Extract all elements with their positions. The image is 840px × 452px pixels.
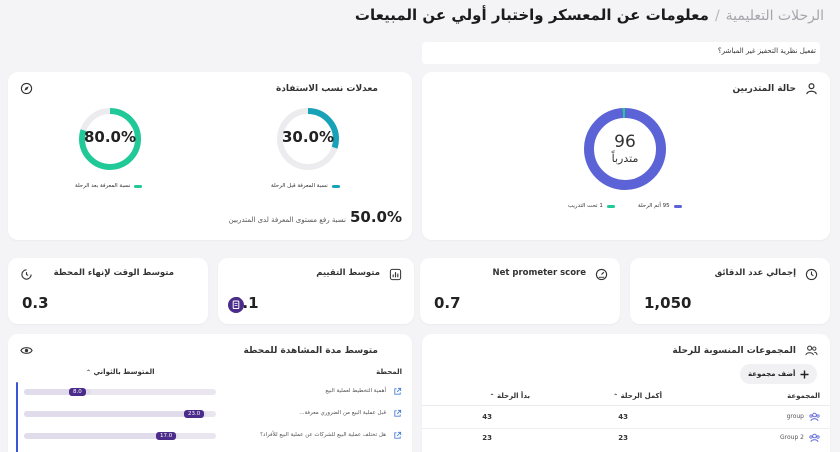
watch-bar-fill xyxy=(24,411,206,417)
trainees-count-label: متدرباً xyxy=(611,152,639,165)
col-average-label: المتوسط بالثواني xyxy=(93,368,155,376)
group-name: Group 2 xyxy=(780,434,804,441)
total-minutes-value: 1,050 xyxy=(644,294,692,312)
legend-before-label: نسبة المعرفة قبل الرحلة xyxy=(271,183,328,189)
external-link-icon[interactable] xyxy=(393,409,402,418)
knowledge-after-ring xyxy=(79,108,141,170)
improvement-value: 50.0% xyxy=(349,208,402,226)
eye-icon xyxy=(20,347,33,354)
improvement-label: نسبة رفع مستوى المعرفة لدى المتدربين xyxy=(228,216,346,224)
table-row[interactable]: group 43 43 xyxy=(422,409,830,427)
add-group-label: أضف مجموعة xyxy=(748,370,796,378)
row-divider xyxy=(422,428,830,429)
total-minutes-card: إجمالي عدد الدقائق 1,050 xyxy=(630,258,830,324)
watch-value-badge: 23.0 xyxy=(184,410,205,418)
station-name: قبل عملية البيع من الضروري معرفة... xyxy=(299,410,386,416)
group-started: 23 xyxy=(482,434,492,442)
group-started: 43 xyxy=(482,413,492,421)
knowledge-after-arc xyxy=(79,108,141,170)
trainees-count: 96 xyxy=(614,132,636,152)
benefit-card-title: معدلات نسب الاستفادة xyxy=(275,84,378,94)
legend-in-training-label: 1 تحت التدريب xyxy=(568,203,603,209)
group-name: group xyxy=(786,413,804,420)
trainees-donut xyxy=(584,108,666,190)
col-started[interactable]: بدأ الرحلة ⌃ xyxy=(489,392,530,400)
table-row[interactable]: Group 2 23 23 xyxy=(422,430,830,448)
improvement-row: 50.0% نسبة رفع مستوى المعرفة لدى المتدرب… xyxy=(229,208,402,226)
col-average[interactable]: المتوسط بالثواني ⌃ xyxy=(86,368,155,376)
col-group: المجموعة xyxy=(787,392,820,400)
avg-time-title: متوسط الوقت لإنهاء المحطة xyxy=(53,268,174,278)
watch-value-badge: 17.0 xyxy=(156,432,177,440)
legend-after-swatch xyxy=(134,184,143,188)
legend-in-training-swatch xyxy=(606,204,615,208)
watch-bar-fill xyxy=(24,389,91,395)
legend-after: نسبة المعرفة بعد الرحلة xyxy=(75,183,143,189)
knowledge-after-value: 80.0% xyxy=(83,128,137,146)
avg-time-card: متوسط الوقت لإنهاء المحطة 0.3 xyxy=(8,258,208,324)
incentive-toggle-row[interactable]: تفعيل نظرية التحفيز غير المباشر؟ xyxy=(422,42,820,64)
users-icon xyxy=(805,345,818,356)
group-completed: 43 xyxy=(618,413,628,421)
group-completed: 23 xyxy=(618,434,628,442)
benefit-rates-card: معدلات نسب الاستفادة 30.0% نسبة المعرفة … xyxy=(8,72,412,240)
sort-icon: ⌃ xyxy=(86,369,92,376)
watch-bar-fill xyxy=(24,433,178,439)
group-icon xyxy=(809,433,820,443)
col-completed-label: أكمل الرحلة xyxy=(620,392,662,400)
col-completed[interactable]: أكمل الرحلة ⌃ xyxy=(613,392,662,400)
breadcrumb-separator: / xyxy=(714,8,720,24)
nps-card: Net prometer score 0.7 xyxy=(420,258,620,324)
breadcrumb: الرحلات التعليمية / معلومات عن المعسكر و… xyxy=(355,6,824,24)
bar-chart-icon xyxy=(389,268,402,281)
knowledge-before-arc xyxy=(277,108,339,170)
sort-icon: ⌃ xyxy=(613,393,619,400)
compass-icon xyxy=(20,82,33,95)
rating-card: متوسط التقييم 9.1 xyxy=(218,258,414,324)
rating-title: متوسط التقييم xyxy=(316,268,380,278)
timer-icon xyxy=(21,269,32,280)
col-started-label: بدأ الرحلة xyxy=(496,392,530,400)
document-badge-icon[interactable] xyxy=(228,297,244,313)
external-link-icon[interactable] xyxy=(393,431,402,440)
page-title: معلومات عن المعسكر واختبار أولي عن المبي… xyxy=(354,6,709,24)
group-icon xyxy=(809,412,820,422)
legend-before: نسبة المعرفة قبل الرحلة xyxy=(271,183,340,189)
total-minutes-title: إجمالي عدد الدقائق xyxy=(714,268,796,278)
incentive-toggle-label: تفعيل نظرية التحفيز غير المباشر؟ xyxy=(717,47,816,55)
table-divider xyxy=(422,405,830,406)
clock-icon xyxy=(805,268,818,281)
sort-icon: ⌃ xyxy=(489,393,495,400)
external-link-icon[interactable] xyxy=(393,387,402,396)
gauge-icon xyxy=(595,268,608,281)
station-name: هل تختلف عملية البيع للشركات عن عملية ال… xyxy=(260,432,386,438)
legend-after-label: نسبة المعرفة بعد الرحلة xyxy=(75,183,131,189)
legend-in-training: 1 تحت التدريب xyxy=(568,203,615,209)
scroll-indicator[interactable] xyxy=(16,382,18,452)
watch-card-title: متوسط مدة المشاهدة للمحطة xyxy=(243,346,378,356)
watch-duration-card: متوسط مدة المشاهدة للمحطة المحطة المتوسط… xyxy=(8,334,412,452)
groups-card: المجموعات المنسوبة للرحلة أضف مجموعة الم… xyxy=(422,334,830,452)
legend-completed-label: 95 أتم الرحلة xyxy=(638,203,670,209)
breadcrumb-parent-link[interactable]: الرحلات التعليمية xyxy=(725,8,824,24)
legend-before-swatch xyxy=(331,184,340,188)
legend-completed: 95 أتم الرحلة xyxy=(638,203,682,209)
legend-completed-swatch xyxy=(673,204,682,208)
watch-bar-track xyxy=(24,389,216,395)
trainees-status-card: حالة المتدربين 96 متدرباً 95 أتم الرحلة … xyxy=(422,72,830,240)
watch-value-badge: 8.0 xyxy=(69,388,86,396)
knowledge-before-ring xyxy=(277,108,339,170)
col-station: المحطة xyxy=(376,368,402,376)
trainees-in-training-arc xyxy=(584,108,666,190)
knowledge-before-value: 30.0% xyxy=(281,128,335,146)
add-group-button[interactable]: أضف مجموعة xyxy=(740,364,818,384)
groups-card-title: المجموعات المنسوبة للرحلة xyxy=(672,346,796,356)
plus-icon xyxy=(800,370,809,378)
avg-time-value: 0.3 xyxy=(22,294,49,312)
station-name: أهمية التخطيط لعملية البيع xyxy=(325,388,386,394)
trainees-card-title: حالة المتدربين xyxy=(732,84,796,94)
user-icon xyxy=(806,83,817,95)
nps-title: Net prometer score xyxy=(492,268,586,278)
nps-value: 0.7 xyxy=(434,294,461,312)
